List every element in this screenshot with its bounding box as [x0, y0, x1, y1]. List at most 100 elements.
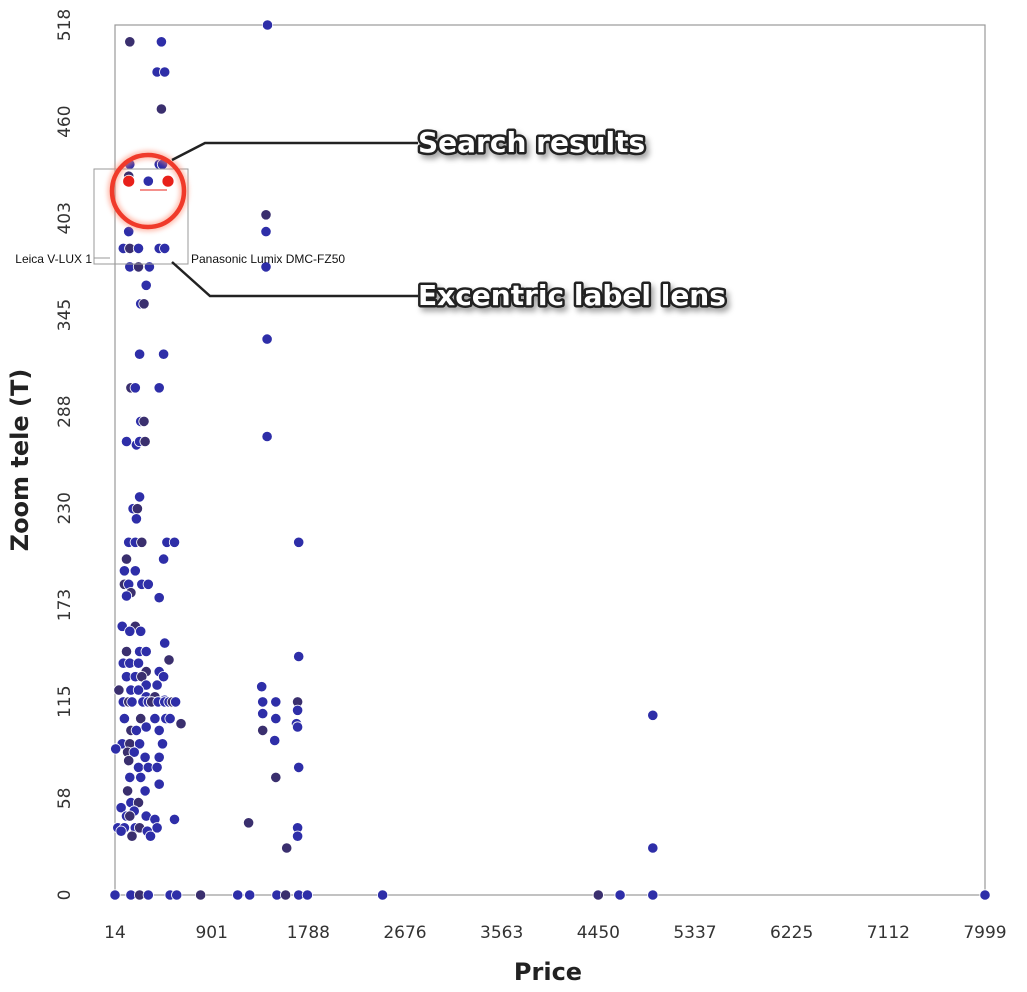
data-point[interactable] — [171, 889, 183, 901]
data-point[interactable] — [261, 19, 274, 31]
data-point[interactable] — [592, 889, 604, 901]
data-point[interactable] — [139, 751, 151, 763]
data-point[interactable] — [143, 261, 155, 273]
data-point[interactable] — [123, 754, 135, 767]
data-point[interactable] — [155, 36, 167, 48]
data-point[interactable] — [124, 36, 136, 48]
data-point[interactable] — [126, 696, 138, 708]
data-point[interactable] — [293, 650, 305, 663]
data-point[interactable] — [158, 553, 170, 565]
data-point[interactable] — [156, 738, 169, 750]
data-point[interactable] — [168, 536, 181, 548]
data-point[interactable] — [270, 712, 282, 725]
data-point[interactable] — [153, 778, 165, 790]
data-point[interactable] — [130, 513, 142, 525]
data-point[interactable] — [163, 654, 175, 666]
data-point[interactable] — [132, 684, 145, 696]
data-point[interactable] — [158, 671, 170, 683]
data-point[interactable] — [142, 175, 154, 187]
data-point[interactable] — [376, 889, 389, 901]
data-point[interactable] — [132, 657, 145, 669]
data-point[interactable] — [261, 430, 273, 443]
data-point[interactable] — [138, 298, 150, 310]
data-point[interactable] — [140, 645, 152, 658]
data-point[interactable] — [151, 822, 163, 834]
data-point[interactable] — [113, 684, 125, 696]
data-point[interactable] — [256, 681, 268, 693]
data-point[interactable] — [269, 734, 281, 747]
data-point[interactable] — [132, 261, 145, 273]
data-point[interactable] — [261, 333, 273, 345]
data-point[interactable] — [109, 889, 121, 901]
data-point[interactable] — [979, 889, 991, 901]
data-point[interactable] — [155, 103, 167, 115]
data-point[interactable] — [128, 746, 140, 758]
data-point[interactable] — [115, 825, 127, 837]
data-point[interactable] — [159, 242, 171, 254]
data-point[interactable] — [130, 724, 142, 737]
data-point[interactable] — [135, 712, 147, 725]
data-point[interactable] — [115, 802, 127, 814]
data-point[interactable] — [159, 637, 171, 649]
data-point[interactable] — [293, 536, 305, 548]
data-point[interactable] — [647, 889, 659, 901]
data-point[interactable] — [138, 415, 150, 427]
data-point[interactable] — [159, 66, 171, 78]
data-point[interactable] — [260, 261, 272, 273]
data-point[interactable] — [144, 830, 157, 842]
data-point[interactable] — [647, 842, 659, 854]
data-point[interactable] — [260, 209, 272, 221]
data-point[interactable] — [151, 761, 163, 774]
data-point[interactable] — [270, 696, 282, 708]
data-point[interactable] — [149, 712, 161, 725]
data-point[interactable] — [122, 785, 134, 797]
data-point[interactable] — [614, 889, 626, 901]
data-point[interactable] — [153, 382, 165, 394]
data-point[interactable] — [132, 242, 145, 254]
data-point[interactable] — [134, 738, 146, 750]
data-point[interactable] — [170, 696, 182, 708]
data-point[interactable] — [257, 696, 269, 708]
data-point[interactable] — [301, 889, 313, 901]
lens-label-left[interactable]: Leica V-LUX 1 — [15, 252, 92, 266]
data-point[interactable] — [153, 751, 165, 763]
highlighted-point[interactable] — [161, 174, 175, 188]
data-point[interactable] — [118, 712, 131, 725]
data-point[interactable] — [132, 761, 145, 774]
data-point[interactable] — [647, 709, 659, 721]
data-point[interactable] — [142, 578, 154, 590]
data-point[interactable] — [195, 889, 207, 901]
data-point[interactable] — [129, 565, 141, 577]
data-point[interactable] — [120, 435, 133, 448]
lens-label-right[interactable]: Panasonic Lumix DMC-FZ50 — [191, 252, 345, 266]
data-point[interactable] — [151, 679, 163, 691]
data-point[interactable] — [142, 889, 154, 901]
data-point[interactable] — [257, 707, 269, 720]
data-point[interactable] — [140, 721, 152, 733]
data-point[interactable] — [120, 553, 133, 565]
data-point[interactable] — [126, 830, 138, 842]
data-point[interactable] — [140, 279, 152, 291]
highlighted-point[interactable] — [122, 174, 136, 188]
data-point[interactable] — [291, 830, 304, 842]
data-point[interactable] — [118, 565, 131, 577]
data-point[interactable] — [158, 348, 170, 360]
data-point[interactable] — [270, 771, 282, 784]
data-point[interactable] — [135, 625, 147, 637]
data-point[interactable] — [291, 704, 304, 716]
data-point[interactable] — [131, 503, 143, 515]
data-point[interactable] — [120, 590, 133, 602]
data-point[interactable] — [139, 435, 151, 448]
data-point[interactable] — [164, 712, 176, 725]
highlighted-points[interactable] — [122, 174, 175, 188]
data-point[interactable] — [243, 817, 255, 829]
data-point[interactable] — [291, 721, 304, 733]
data-point[interactable] — [293, 761, 305, 774]
data-point[interactable] — [136, 536, 148, 548]
data-point[interactable] — [110, 743, 122, 755]
data-point[interactable] — [175, 718, 187, 730]
data-point[interactable] — [153, 592, 165, 604]
data-point[interactable] — [279, 889, 292, 901]
data-point[interactable] — [139, 785, 151, 797]
data-point[interactable] — [153, 724, 165, 737]
